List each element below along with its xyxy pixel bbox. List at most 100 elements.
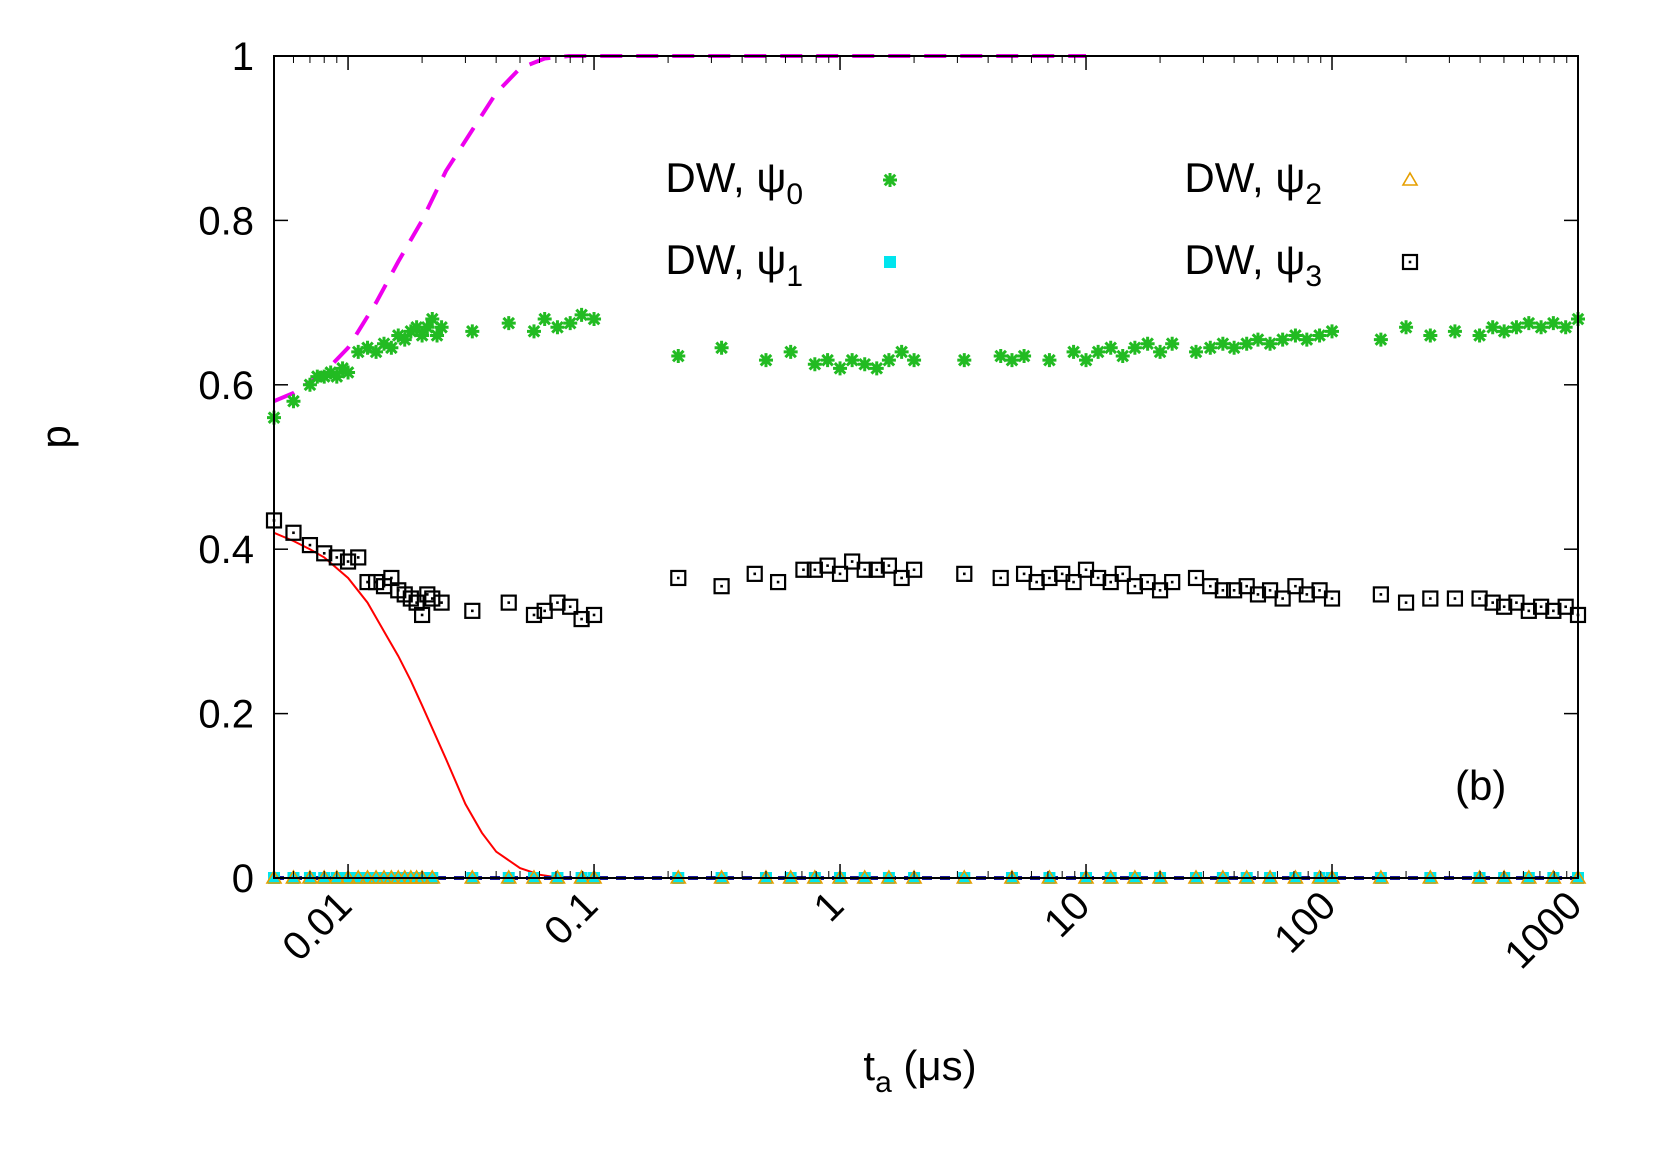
point-s3-46 (1054, 565, 1071, 582)
legend-label-base-2: DW, ψ (1184, 154, 1305, 201)
legend-label-1: DW, ψ1 (665, 236, 803, 293)
point-s3-48 (1077, 561, 1095, 578)
point-s0-4 (317, 369, 332, 384)
point-s3-4 (328, 549, 345, 566)
point-s0-70 (1373, 332, 1388, 347)
point-s3-24 (562, 598, 579, 615)
point-s3-62 (1261, 582, 1279, 599)
point-s0-75 (1485, 320, 1500, 335)
point-s3-53 (1139, 573, 1156, 591)
point-s3-22 (536, 602, 553, 619)
point-s3-39 (893, 569, 910, 587)
point-s0-73 (1447, 324, 1462, 339)
point-s0-27 (550, 320, 565, 335)
x-axis-title-sub: a (875, 1066, 892, 1099)
point-s0-8 (341, 365, 356, 380)
point-s0-22 (434, 320, 449, 335)
point-s3-6 (350, 549, 367, 566)
point-s0-32 (714, 340, 729, 355)
point-s3-50 (1102, 573, 1119, 591)
point-s0-28 (563, 316, 578, 331)
legend-marker-2 (1401, 171, 1419, 186)
point-s0-20 (425, 312, 440, 327)
point-s3-54 (1151, 582, 1169, 599)
legend-label-base-1: DW, ψ (665, 236, 786, 283)
point-s3-41 (956, 565, 973, 582)
point-s0-37 (833, 361, 848, 376)
point-s0-18 (415, 328, 430, 343)
y-tick-label-3: 0.6 (198, 364, 254, 408)
point-s0-30 (587, 312, 602, 327)
y-tick-label-0: 0 (232, 857, 254, 901)
legend-label-base-0: DW, ψ (665, 154, 786, 201)
point-s3-67 (1323, 590, 1341, 607)
point-s0-69 (1325, 324, 1340, 339)
point-s3-2 (301, 536, 319, 554)
point-s3-5 (339, 553, 357, 570)
point-s0-26 (537, 312, 552, 327)
point-s0-79 (1534, 320, 1549, 335)
point-s0-74 (1472, 328, 1487, 343)
legend-label-sub-0: 0 (786, 178, 803, 211)
point-s0-17 (409, 320, 424, 335)
point-s3-34 (831, 565, 849, 582)
x-axis-title: ta (μs) (863, 1042, 976, 1099)
point-s0-65 (1275, 332, 1290, 347)
point-s0-61 (1227, 340, 1242, 355)
series-3 (265, 512, 1587, 628)
point-s0-81 (1558, 320, 1573, 335)
legend-label-2: DW, ψ2 (1184, 154, 1322, 211)
point-s0-47 (1017, 349, 1032, 364)
point-s3-3 (316, 545, 333, 562)
point-s3-14 (408, 594, 425, 611)
point-s0-53 (1115, 349, 1130, 364)
y-axis-title: p (32, 425, 79, 448)
point-s3-23 (549, 594, 566, 611)
point-s0-2 (302, 377, 317, 392)
point-s0-63 (1250, 332, 1265, 347)
point-s0-45 (993, 349, 1008, 364)
point-s0-64 (1263, 336, 1278, 351)
x-axis-title-main: t (863, 1042, 875, 1089)
point-s3-69 (1397, 594, 1415, 611)
point-s3-56 (1187, 569, 1205, 587)
point-s3-77 (1533, 598, 1550, 615)
point-s0-15 (397, 332, 412, 347)
point-s0-56 (1153, 344, 1168, 359)
point-s3-32 (806, 561, 823, 578)
point-s0-55 (1140, 336, 1155, 351)
point-s0-59 (1203, 340, 1218, 355)
point-s0-62 (1239, 336, 1254, 351)
point-s0-77 (1509, 320, 1524, 335)
point-s3-19 (464, 602, 481, 619)
legend-label-sub-3: 3 (1305, 260, 1322, 293)
point-s3-64 (1287, 578, 1304, 595)
point-s0-13 (384, 340, 399, 355)
point-s3-27 (670, 569, 687, 587)
point-s3-79 (1557, 598, 1574, 615)
point-s0-41 (881, 353, 896, 368)
legend-label-sub-2: 2 (1305, 178, 1322, 211)
point-s0-67 (1299, 332, 1314, 347)
point-s0-1 (286, 394, 301, 409)
axes (273, 55, 1579, 879)
legend-label-0: DW, ψ0 (665, 154, 803, 211)
point-s0-44 (957, 353, 972, 368)
point-s0-10 (360, 340, 375, 355)
point-s3-75 (1508, 594, 1525, 611)
point-s0-57 (1165, 336, 1180, 351)
legend-label-sub-1: 1 (786, 260, 803, 293)
point-s3-51 (1114, 565, 1131, 582)
point-s3-40 (905, 561, 923, 578)
point-s0-50 (1079, 353, 1094, 368)
point-s3-7 (359, 573, 376, 591)
y-tick-label-5: 1 (232, 35, 254, 79)
point-s0-42 (894, 344, 909, 359)
legend-label-3: DW, ψ3 (1184, 236, 1322, 293)
point-s3-71 (1446, 590, 1464, 607)
point-s0-33 (758, 353, 773, 368)
point-s3-44 (1028, 573, 1045, 591)
point-s0-14 (391, 328, 406, 343)
